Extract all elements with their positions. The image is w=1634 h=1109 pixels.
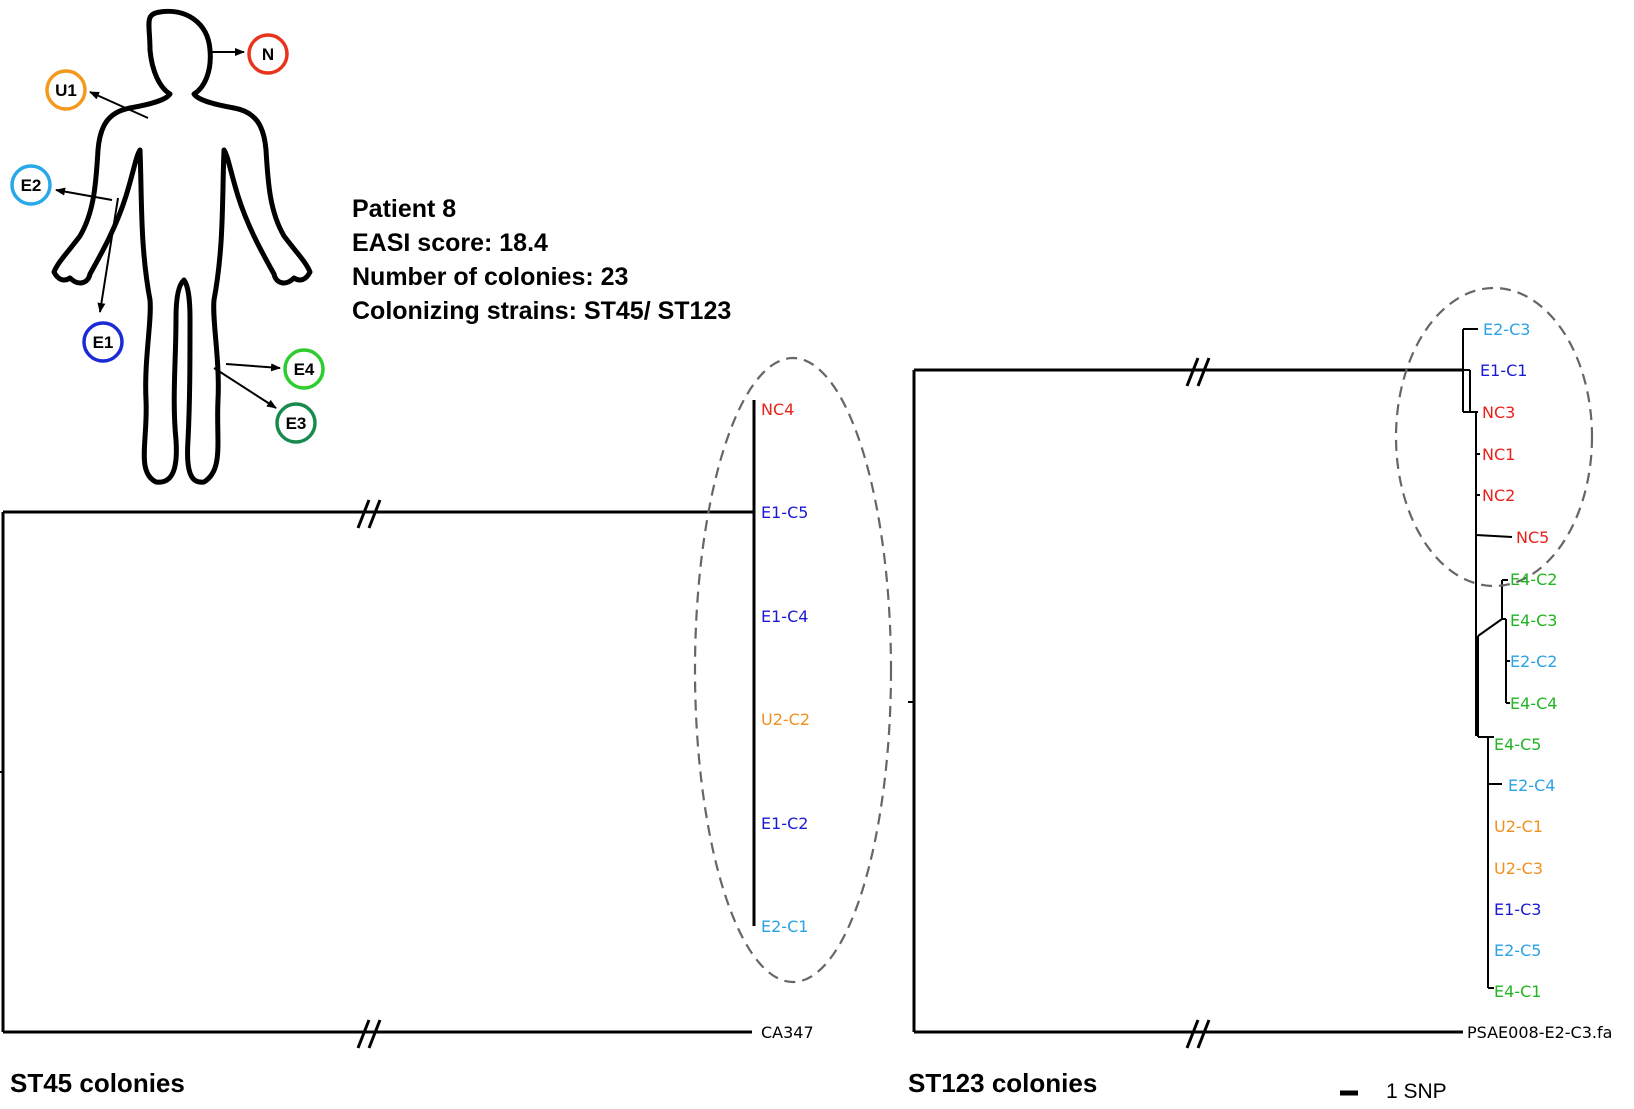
leaf-label: E1-C5 xyxy=(761,503,808,522)
site-label-n: N xyxy=(262,45,274,64)
leaf-label: NC5 xyxy=(1516,528,1549,547)
site-label-e3: E3 xyxy=(286,414,307,433)
reference-label: CA347 xyxy=(761,1023,814,1042)
site-label-u1: U1 xyxy=(55,81,77,100)
leaf-label: E1-C4 xyxy=(761,607,808,626)
site-circle-e2: E2 xyxy=(10,164,52,206)
leaf-label: E4-C2 xyxy=(1510,570,1557,589)
leaf-label: E2-C5 xyxy=(1494,941,1541,960)
caption-st45: ST45 colonies xyxy=(10,1068,185,1098)
site-circle-e3: E3 xyxy=(275,402,317,444)
leaf-label: E2-C1 xyxy=(761,917,808,936)
site-circle-e4: E4 xyxy=(283,348,325,390)
leaf-label: E4-C4 xyxy=(1510,694,1557,713)
site-circle-n: N xyxy=(247,33,289,75)
leaf-label: U2-C2 xyxy=(761,710,810,729)
st123-leaf-labels: E2-C3 E1-C1 NC3 NC1 NC2 NC5 E4-C2 E4-C3 … xyxy=(1467,320,1612,1042)
reference-label: PSAE008-E2-C3.fa xyxy=(1467,1023,1612,1042)
st45-leaf-labels: NC4 E1-C5 E1-C4 U2-C2 E1-C2 E2-C1 CA347 xyxy=(761,400,814,1042)
leaf-label: E2-C2 xyxy=(1510,652,1557,671)
site-label-e2: E2 xyxy=(21,176,42,195)
caption-st123: ST123 colonies xyxy=(908,1068,1098,1098)
st123-break-marks xyxy=(1185,357,1211,1049)
human-body-outline-icon xyxy=(51,8,313,485)
patient-info-easi: EASI score: 18.4 xyxy=(352,229,548,257)
leaf-label: E4-C5 xyxy=(1494,735,1541,754)
scale-bar-label: 1 SNP xyxy=(1386,1080,1447,1103)
leaf-label: NC3 xyxy=(1482,403,1515,422)
leaf-label: E1-C3 xyxy=(1494,900,1541,919)
patient-info-title: Patient 8 xyxy=(352,195,457,223)
st45-cluster-ellipse xyxy=(693,356,893,984)
patient-info-strains: Colonizing strains: ST45/ ST123 xyxy=(352,297,732,325)
leaf-label: U2-C3 xyxy=(1494,859,1543,878)
tree-st45 xyxy=(0,400,756,1034)
site-label-e4: E4 xyxy=(294,360,315,379)
leaf-label: E4-C3 xyxy=(1510,611,1557,630)
leaf-label: E2-C3 xyxy=(1483,320,1530,339)
leaf-label: E4-C1 xyxy=(1494,982,1541,1001)
leaf-label: E1-C1 xyxy=(1480,361,1527,380)
patient-info: Patient 8 EASI score: 18.4 Number of col… xyxy=(352,192,731,328)
st123-cluster-ellipse xyxy=(1394,286,1594,588)
patient-info-colonies: Number of colonies: 23 xyxy=(352,263,629,291)
site-arrows xyxy=(55,48,281,409)
leaf-label: E1-C2 xyxy=(761,814,808,833)
leaf-label: NC2 xyxy=(1482,486,1515,505)
st123-subtree xyxy=(1462,328,1513,989)
tree-st123 xyxy=(908,368,1463,1034)
site-circle-u1: U1 xyxy=(45,69,87,111)
site-label-e1: E1 xyxy=(93,333,114,352)
leaf-label: E2-C4 xyxy=(1508,776,1555,795)
leaf-label: U2-C1 xyxy=(1494,817,1543,836)
site-circle-e1: E1 xyxy=(82,321,124,363)
st45-break-marks xyxy=(356,499,382,1049)
leaf-label: NC1 xyxy=(1482,445,1515,464)
leaf-label: NC4 xyxy=(761,400,794,419)
